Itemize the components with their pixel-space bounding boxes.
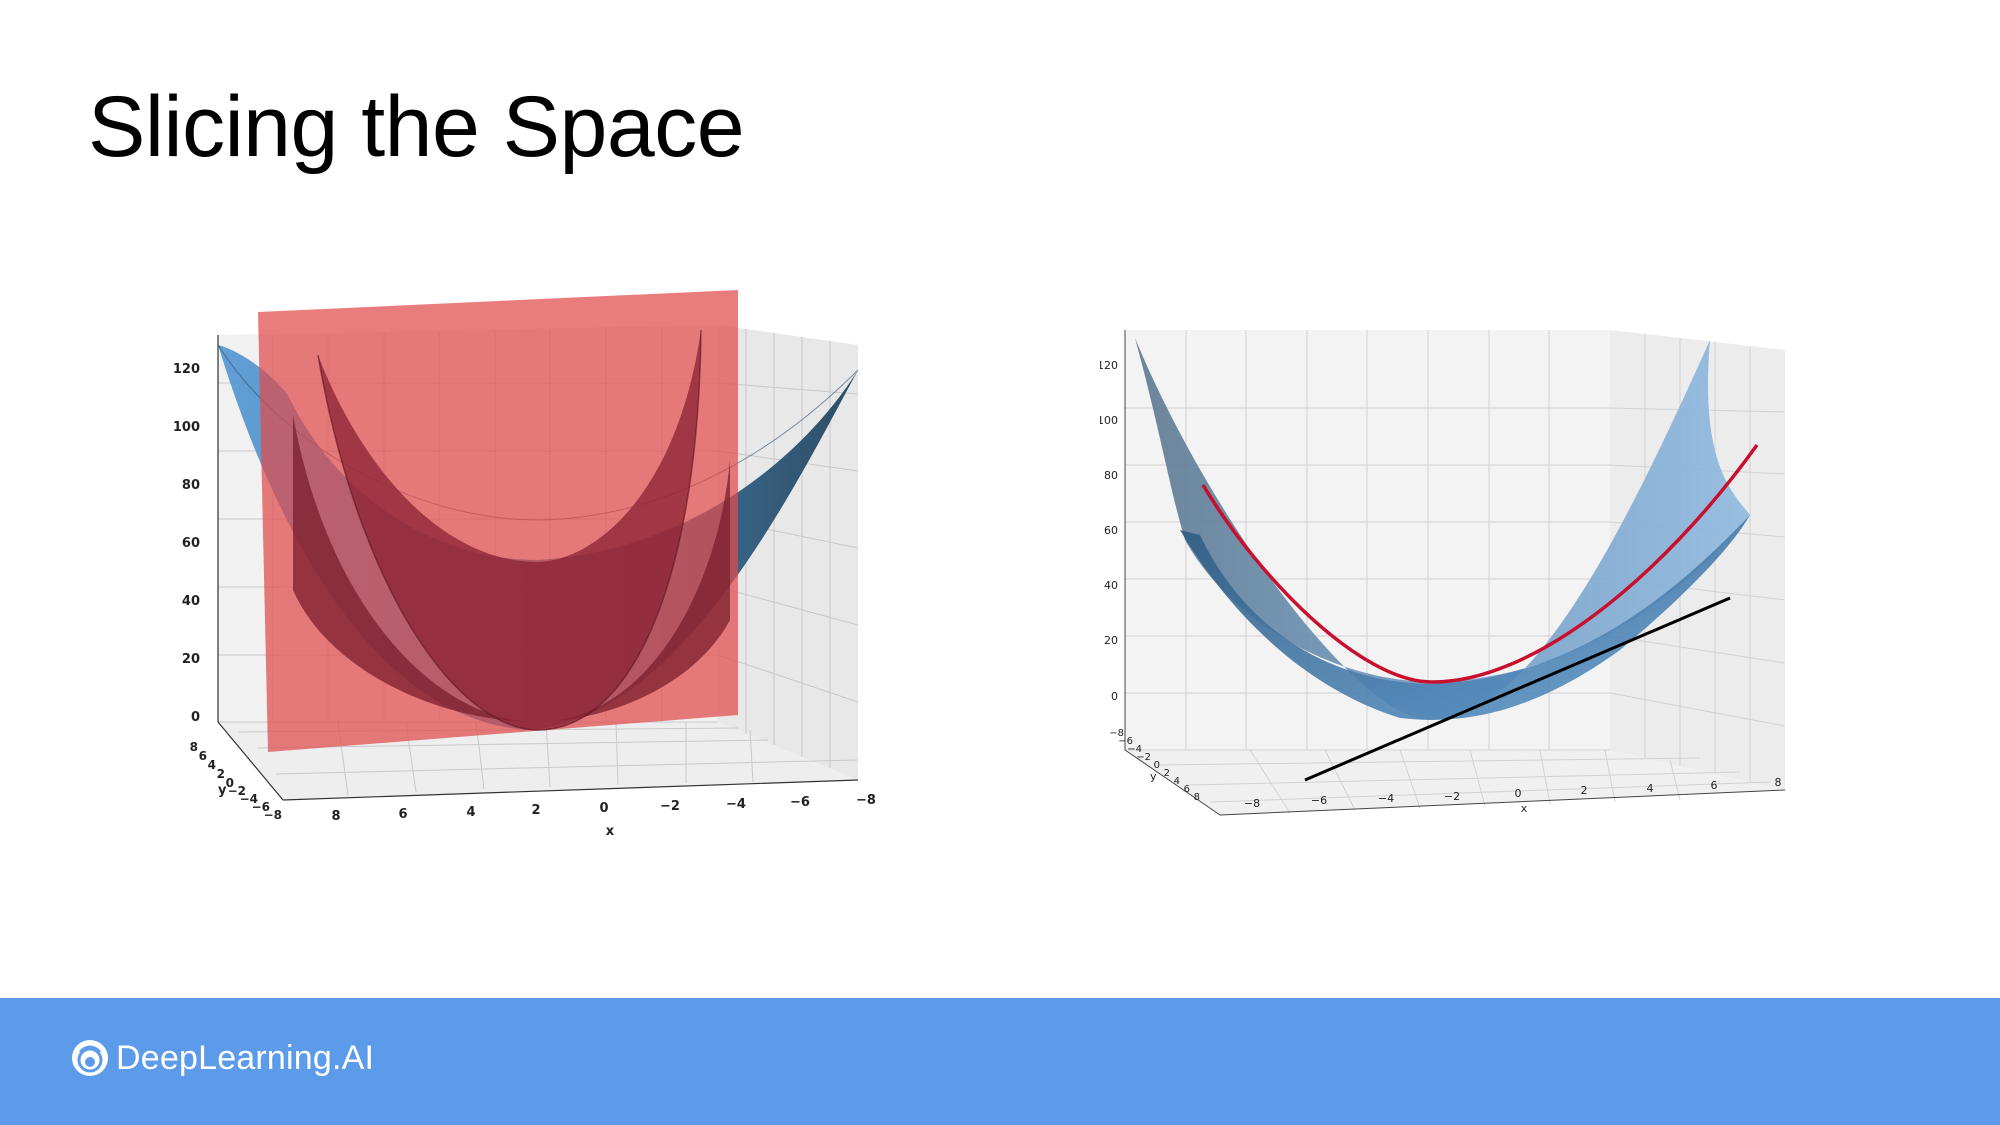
- z-tick-label: 100: [173, 420, 200, 435]
- x-tick-label: −6: [790, 795, 810, 810]
- z-tick-label: 100: [1100, 414, 1118, 427]
- z-tick-label: 120: [173, 362, 200, 377]
- z-tick-label: 120: [1100, 359, 1118, 372]
- x-tick-labels: 8 6 4 2 0 −2 −4 −6 −8: [331, 793, 876, 824]
- y-tick-label: −8: [264, 808, 282, 822]
- brand-logo[interactable]: DeepLearning.AI: [70, 1038, 374, 1078]
- y-tick-label: 4: [1174, 776, 1180, 787]
- x-tick-label: −4: [726, 797, 746, 812]
- x-axis-label: x: [1521, 802, 1528, 815]
- x-tick-label: 0: [599, 801, 608, 816]
- z-tick-label: 20: [182, 652, 200, 667]
- parabola-slice-curve: [317, 329, 702, 731]
- y-tick-label: −2: [228, 784, 246, 798]
- y-tick-label: 6: [1184, 784, 1190, 795]
- x-tick-labels: −8 −6 −4 −2 0 2 4 6 8: [1244, 776, 1782, 810]
- y-tick-label: 4: [208, 758, 216, 772]
- z-tick-label: 80: [182, 478, 200, 493]
- y-tick-label: 2: [217, 767, 225, 781]
- y-tick-label: 8: [190, 740, 198, 754]
- x-tick-label: 4: [1647, 782, 1654, 795]
- z-tick-label: 20: [1104, 634, 1118, 647]
- x-tick-label: −4: [1378, 792, 1394, 805]
- brand-name: DeepLearning.AI: [116, 1038, 375, 1077]
- y-tick-label: −4: [240, 792, 258, 806]
- y-tick-label: 0: [226, 776, 234, 790]
- x-tick-label: −6: [1311, 794, 1327, 807]
- z-tick-label: 80: [1104, 469, 1118, 482]
- y-axis-label: y: [1150, 770, 1157, 783]
- slice-curve: [1201, 443, 1759, 684]
- z-tick-labels: 120 100 80 60 40 20 0: [1100, 359, 1118, 703]
- z-tick-label: 60: [1104, 524, 1118, 537]
- surface-front-face: [1180, 515, 1750, 720]
- y-tick-label: 8: [1194, 792, 1200, 803]
- x-tick-label: −2: [1444, 790, 1460, 803]
- x-tick-label: 2: [531, 803, 540, 818]
- x-tick-label: 4: [466, 805, 475, 820]
- x-axis-label: x: [606, 824, 615, 839]
- x-tick-label: 0: [1515, 787, 1522, 800]
- y-tick-label: −2: [1136, 752, 1151, 763]
- x-tick-label: 8: [331, 809, 340, 824]
- x-tick-label: −8: [856, 793, 876, 808]
- z-tick-label: 60: [182, 536, 200, 551]
- y-tick-labels: −8 −6 −4 −2 0 2 4 6 8: [1109, 728, 1200, 803]
- y-tick-label: −8: [1109, 728, 1124, 739]
- y-tick-label: −6: [252, 800, 270, 814]
- z-tick-label: 40: [182, 594, 200, 609]
- z-tick-labels: 120 100 80 60 40 20 0: [173, 362, 200, 725]
- parabola-slice-front: [318, 330, 701, 730]
- y-tick-label: 6: [199, 749, 207, 763]
- y-tick-label: −6: [1118, 736, 1133, 747]
- x-tick-label: 6: [1711, 779, 1718, 792]
- x-tick-label: 6: [398, 807, 407, 822]
- x-tick-label: −8: [1244, 797, 1260, 810]
- slide-title: Slicing the Space: [88, 79, 745, 175]
- z-tick-label: 0: [191, 710, 200, 725]
- z-tick-label: 0: [1111, 690, 1118, 703]
- footer-bar: DeepLearning.AI: [0, 998, 2000, 1125]
- y-tick-label: 2: [1164, 768, 1170, 779]
- x-tick-label: 2: [1581, 784, 1588, 797]
- paraboloid-with-slicing-plane-plot: 120 100 80 60 40 20 0 8 6 4 2 0 −2 −4 −6…: [158, 290, 908, 840]
- deeplearning-ai-logo-icon: [72, 1040, 108, 1076]
- paraboloid-slice-tangent-plot: 120 100 80 60 40 20 0 −8 −6 −4 −2 0 2 4 …: [1100, 320, 1800, 820]
- x-tick-label: 8: [1775, 776, 1782, 789]
- z-tick-label: 40: [1104, 579, 1118, 592]
- tangent-line: [1304, 596, 1731, 782]
- y-tick-label: −4: [1127, 744, 1142, 755]
- x-tick-label: −2: [660, 799, 680, 814]
- paraboloid-surface: [1135, 338, 1750, 720]
- y-tick-labels: 8 6 4 2 0 −2 −4 −6 −8: [190, 740, 282, 822]
- y-axis-label: y: [218, 783, 227, 798]
- y-tick-label: 0: [1154, 760, 1160, 771]
